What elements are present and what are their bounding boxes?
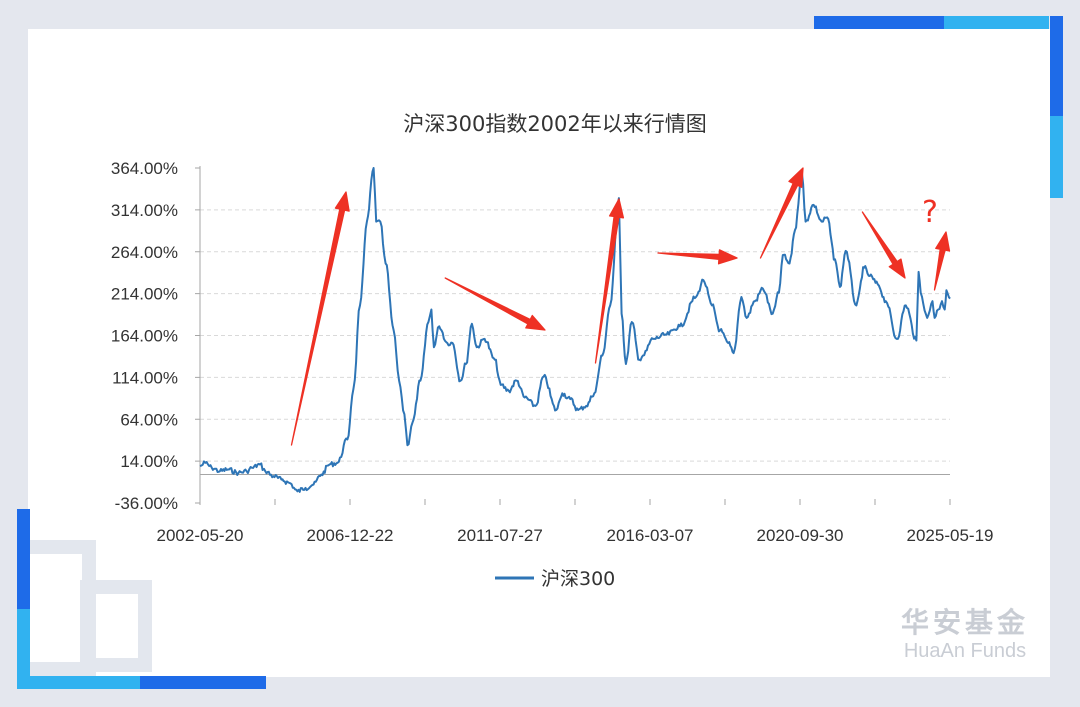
brand-watermark: 华安基金 HuaAn Funds [880, 606, 1050, 662]
y-tick-label: 214.00% [111, 285, 178, 304]
corner-bar-right-dark [1050, 16, 1063, 116]
red-arrow [444, 277, 546, 331]
x-tick-label: 2016-03-07 [607, 526, 694, 545]
x-axis-tick-labels: 2002-05-20 2006-12-22 2011-07-27 2016-03-07… [157, 526, 994, 545]
brand-name-cn: 华安基金 [900, 607, 1029, 638]
legend-label: 沪深300 [541, 568, 615, 590]
y-tick-label: 364.00% [111, 159, 178, 178]
question-annotation: ? [922, 195, 938, 230]
y-tick-label: 114.00% [112, 368, 178, 387]
legend: 沪深300 [495, 568, 615, 590]
x-tick-label: 2006-12-22 [307, 526, 394, 545]
chart-card [28, 29, 1050, 677]
red-arrow [290, 191, 350, 446]
red-arrow [933, 231, 951, 291]
corner-bar-top-dark [814, 16, 944, 29]
series-layer [199, 167, 951, 493]
corner-bar-left-dark [17, 509, 30, 609]
y-tick-label: 164.00% [111, 327, 178, 346]
corner-bar-left-cyan [17, 609, 30, 689]
y-axis-tick-labels: 364.00% 314.00% 264.00% 214.00% 164.00% 114.0… [111, 159, 178, 513]
axes [195, 166, 951, 505]
y-tick-label: 14.00% [120, 452, 178, 471]
corner-bar-bottom-dark [140, 676, 266, 689]
x-tick-label: 2002-05-20 [157, 526, 244, 545]
y-tick-label: -36.00% [115, 494, 178, 513]
red-arrow [657, 249, 738, 265]
chart-title: 沪深300指数2002年以来行情图 [403, 112, 707, 136]
x-tick-label: 2011-07-27 [457, 526, 543, 545]
trend-arrows [290, 167, 951, 446]
series-line [199, 167, 951, 493]
x-tick-label: 2020-09-30 [757, 526, 844, 545]
x-tick-label: 2025-05-19 [907, 526, 994, 545]
red-arrow [594, 198, 625, 364]
corner-bar-right-cyan [1050, 116, 1063, 198]
corner-bar-bottom-cyan [30, 676, 140, 689]
y-tick-label: 264.00% [111, 243, 178, 262]
red-arrow [861, 211, 906, 279]
corner-square-outline-inner [80, 580, 152, 672]
y-tick-label: 64.00% [120, 410, 178, 429]
corner-bar-top-cyan [944, 16, 1049, 29]
y-tick-label: 314.00% [111, 201, 178, 220]
brand-name-en: HuaAn Funds [903, 640, 1027, 662]
grid-lines [200, 209, 950, 462]
red-arrow [759, 167, 804, 259]
